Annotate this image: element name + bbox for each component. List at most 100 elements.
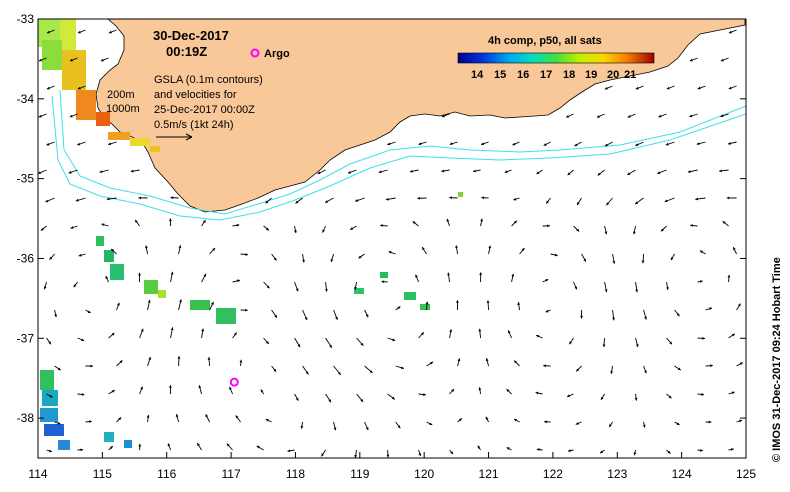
colorbar-tick: 19 — [585, 69, 597, 81]
velocity-arrow-head — [305, 371, 309, 375]
velocity-arrow-head — [513, 220, 517, 224]
velocity-arrow-head — [657, 171, 661, 174]
velocity-arrow-head — [324, 288, 328, 292]
velocity-arrow-head — [381, 280, 385, 284]
velocity-arrow-head — [135, 219, 138, 223]
argo-float-marker[interactable] — [229, 377, 239, 387]
velocity-arrow-head — [488, 245, 492, 249]
velocity-arrow-head — [57, 367, 61, 371]
colorbar-tick: 15 — [494, 69, 506, 81]
velocity-arrow-head — [635, 344, 639, 348]
velocity-arrow-head — [369, 370, 373, 373]
velocity-arrow-head — [202, 219, 206, 223]
x-tick-label: 115 — [93, 467, 112, 481]
velocity-arrow-head — [273, 257, 277, 261]
velocity-arrow-head — [73, 284, 77, 288]
velocity-arrow-head — [512, 142, 516, 146]
velocity-arrow-head — [105, 275, 109, 279]
velocity-arrow-head — [727, 142, 731, 145]
velocity-arrow-head — [378, 170, 382, 174]
velocity-arrow-head — [695, 197, 699, 201]
velocity-arrow-head — [446, 218, 450, 222]
y-tick-label: -35 — [17, 172, 35, 186]
velocity-arrow-head — [635, 201, 639, 205]
velocity-arrow-head — [635, 86, 639, 90]
velocity-arrow-head — [80, 448, 84, 452]
velocity-arrow-head — [335, 316, 338, 320]
velocity-arrow-head — [48, 341, 51, 345]
velocity-arrow-head — [81, 338, 85, 342]
velocity-arrow-head — [46, 86, 50, 90]
velocity-arrow-head — [635, 289, 639, 293]
velocity-arrow-head — [265, 227, 269, 231]
velocity-arrow-head — [108, 30, 112, 34]
velocity-arrow-head — [337, 371, 341, 375]
y-tick-label: -38 — [17, 411, 35, 425]
velocity-arrow-head — [328, 399, 331, 403]
velocity-arrow-head — [506, 389, 510, 392]
x-tick-label: 123 — [607, 467, 627, 481]
velocity-arrow-head — [138, 443, 142, 447]
velocity-arrow-head — [720, 58, 724, 62]
velocity-arrow-head — [360, 342, 364, 346]
velocity-arrow-head — [87, 310, 91, 314]
x-tick-label: 124 — [672, 467, 692, 481]
velocity-arrow-head — [418, 453, 422, 457]
velocity-arrow-head — [168, 385, 172, 388]
velocity-arrow-head — [583, 258, 586, 262]
velocity-arrow-head — [415, 274, 418, 278]
velocity-arrow-head — [567, 172, 571, 176]
velocity-arrow-head — [602, 344, 606, 348]
velocity-arrow-head — [109, 446, 113, 449]
velocity-arrow-head — [237, 279, 241, 283]
velocity-arrow-head — [330, 259, 334, 262]
velocity-arrow-head — [554, 253, 558, 257]
velocity-arrow-head — [89, 420, 92, 424]
velocity-arrow-head — [38, 58, 42, 62]
velocity-arrow-head — [514, 418, 518, 422]
velocity-arrow-head — [666, 86, 670, 90]
velocity-arrow-head — [198, 385, 202, 389]
velocity-arrow-head — [260, 389, 264, 393]
velocity-arrow-head — [68, 170, 72, 174]
velocity-arrow-head — [422, 247, 425, 251]
velocity-arrow-head — [689, 114, 693, 118]
velocity-arrow-head — [441, 114, 445, 118]
velocity-arrow-head — [737, 303, 741, 307]
plot-frame — [37, 18, 747, 459]
velocity-arrow-head — [449, 142, 453, 146]
velocity-arrow-head — [604, 143, 608, 147]
velocity-arrow-head — [90, 364, 94, 368]
contour-1000m — [51, 95, 747, 221]
velocity-arrow-head — [481, 142, 485, 146]
velocity-arrow-head — [138, 272, 141, 276]
velocity-arrow-head — [321, 453, 325, 457]
velocity-arrow-head — [38, 171, 42, 174]
velocity-arrow-head — [397, 425, 401, 429]
velocity-arrow-head — [354, 286, 357, 290]
y-tick-label: -34 — [17, 92, 35, 106]
x-tick-label: 117 — [222, 467, 241, 481]
velocity-arrow-head — [670, 257, 674, 261]
velocity-arrow-head — [517, 302, 521, 305]
velocity-arrow-head — [543, 364, 546, 368]
velocity-arrow-head — [400, 366, 404, 370]
velocity-arrow-head — [575, 422, 579, 425]
velocity-arrow-head — [481, 196, 485, 200]
velocity-arrow-head — [397, 306, 401, 310]
velocity-arrow-head — [546, 200, 550, 204]
colorbar-ticks: 14 15 16 17 18 19 20 21 — [471, 69, 636, 81]
colorbar-tick: 21 — [624, 69, 636, 81]
velocity-arrow-head — [417, 196, 421, 200]
velocity-arrow-head — [604, 289, 608, 293]
velocity-arrow-head — [265, 341, 269, 344]
velocity-arrow-head — [170, 327, 174, 331]
velocity-arrow-head — [77, 86, 81, 90]
velocity-arrow-head — [627, 172, 631, 175]
velocity-arrow-head — [690, 224, 693, 227]
velocity-arrow-head — [43, 286, 47, 290]
velocity-arrow-head — [347, 170, 351, 174]
x-tick-label: 122 — [543, 467, 563, 481]
colorbar-title: 4h comp, p50, all sats — [488, 35, 602, 47]
velocity-arrow-head — [676, 313, 680, 317]
